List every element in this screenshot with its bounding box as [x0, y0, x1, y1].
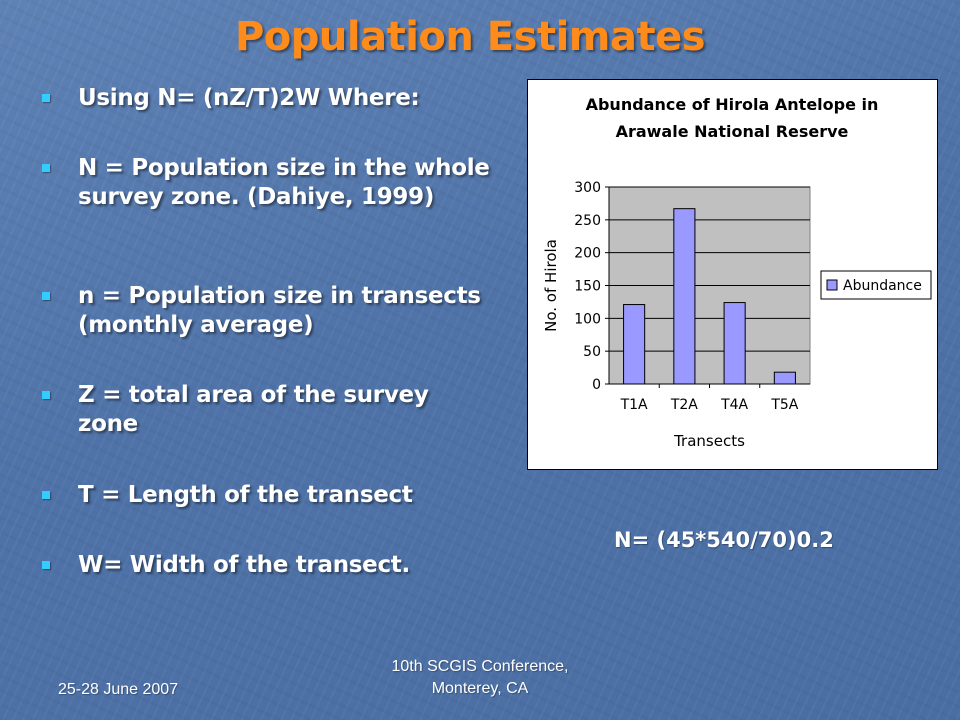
y-tick-label: 50	[583, 344, 601, 360]
bullet-square-icon	[42, 491, 50, 499]
bullet-item: T = Length of the transect	[42, 481, 492, 510]
legend-box	[820, 270, 932, 300]
footer-conference-line2: Monterey, CA	[431, 680, 529, 697]
bullet-square-icon	[42, 94, 50, 102]
bullet-square-icon	[42, 164, 50, 172]
bullet-text: Z = total area of the survey zone	[78, 382, 429, 437]
bullet-text: T = Length of the transect	[78, 482, 413, 508]
bullet-item: n = Population size in transects (monthl…	[42, 282, 492, 340]
bullet-item: N = Population size in the whole survey …	[42, 154, 492, 212]
bar	[773, 371, 796, 385]
bullet-item: Z = total area of the survey zone	[42, 381, 492, 439]
x-tick-label: T4A	[720, 397, 748, 413]
bullet-text: N = Population size in the whole survey …	[78, 155, 490, 210]
bullet-square-icon	[42, 561, 50, 569]
bullet-text: n = Population size in transects (monthl…	[78, 283, 481, 338]
page-title: Population Estimates	[234, 14, 706, 60]
y-tick-label: 200	[574, 246, 601, 262]
bullet-square-icon	[42, 391, 50, 399]
bar	[623, 304, 646, 385]
footer-conference-line1: 10th SCGIS Conference,	[391, 658, 569, 675]
bullet-text: Using N= (nZ/T)2W Where:	[78, 85, 420, 111]
legend-swatch	[826, 279, 838, 291]
footer-conference: 10th SCGIS Conference, Monterey, CA	[330, 656, 630, 700]
x-tick-label: T1A	[620, 397, 648, 413]
bar-chart: Abundance of Hirola Antelope in Arawale N…	[542, 95, 932, 450]
bullet-text: W= Width of the transect.	[78, 552, 410, 578]
y-tick-label: 300	[574, 180, 601, 196]
x-tick-label: T5A	[770, 397, 798, 413]
bar	[723, 302, 746, 385]
legend-label: Abundance	[843, 278, 922, 294]
footer-date: 25-28 June 2007	[58, 681, 179, 698]
chart-title-line: Arawale National Reserve	[616, 122, 849, 141]
x-axis-label: Transects	[673, 432, 745, 450]
bullet-item: Using N= (nZ/T)2W Where:	[42, 84, 492, 113]
y-tick-label: 250	[574, 213, 601, 229]
x-tick-label: T2A	[670, 397, 698, 413]
chart-title-line: Abundance of Hirola Antelope in	[586, 95, 879, 114]
chart-container: Abundance of Hirola Antelope in Arawale N…	[527, 79, 938, 470]
bullet-item: W= Width of the transect.	[42, 551, 492, 580]
bullet-square-icon	[42, 292, 50, 300]
y-tick-label: 150	[574, 279, 601, 295]
y-axis-label: No. of Hirola	[542, 239, 560, 332]
y-tick-label: 100	[574, 311, 601, 327]
formula-text: N= (45*540/70)0.2	[614, 528, 834, 552]
bar	[673, 208, 696, 385]
y-tick-label: 0	[592, 377, 601, 393]
